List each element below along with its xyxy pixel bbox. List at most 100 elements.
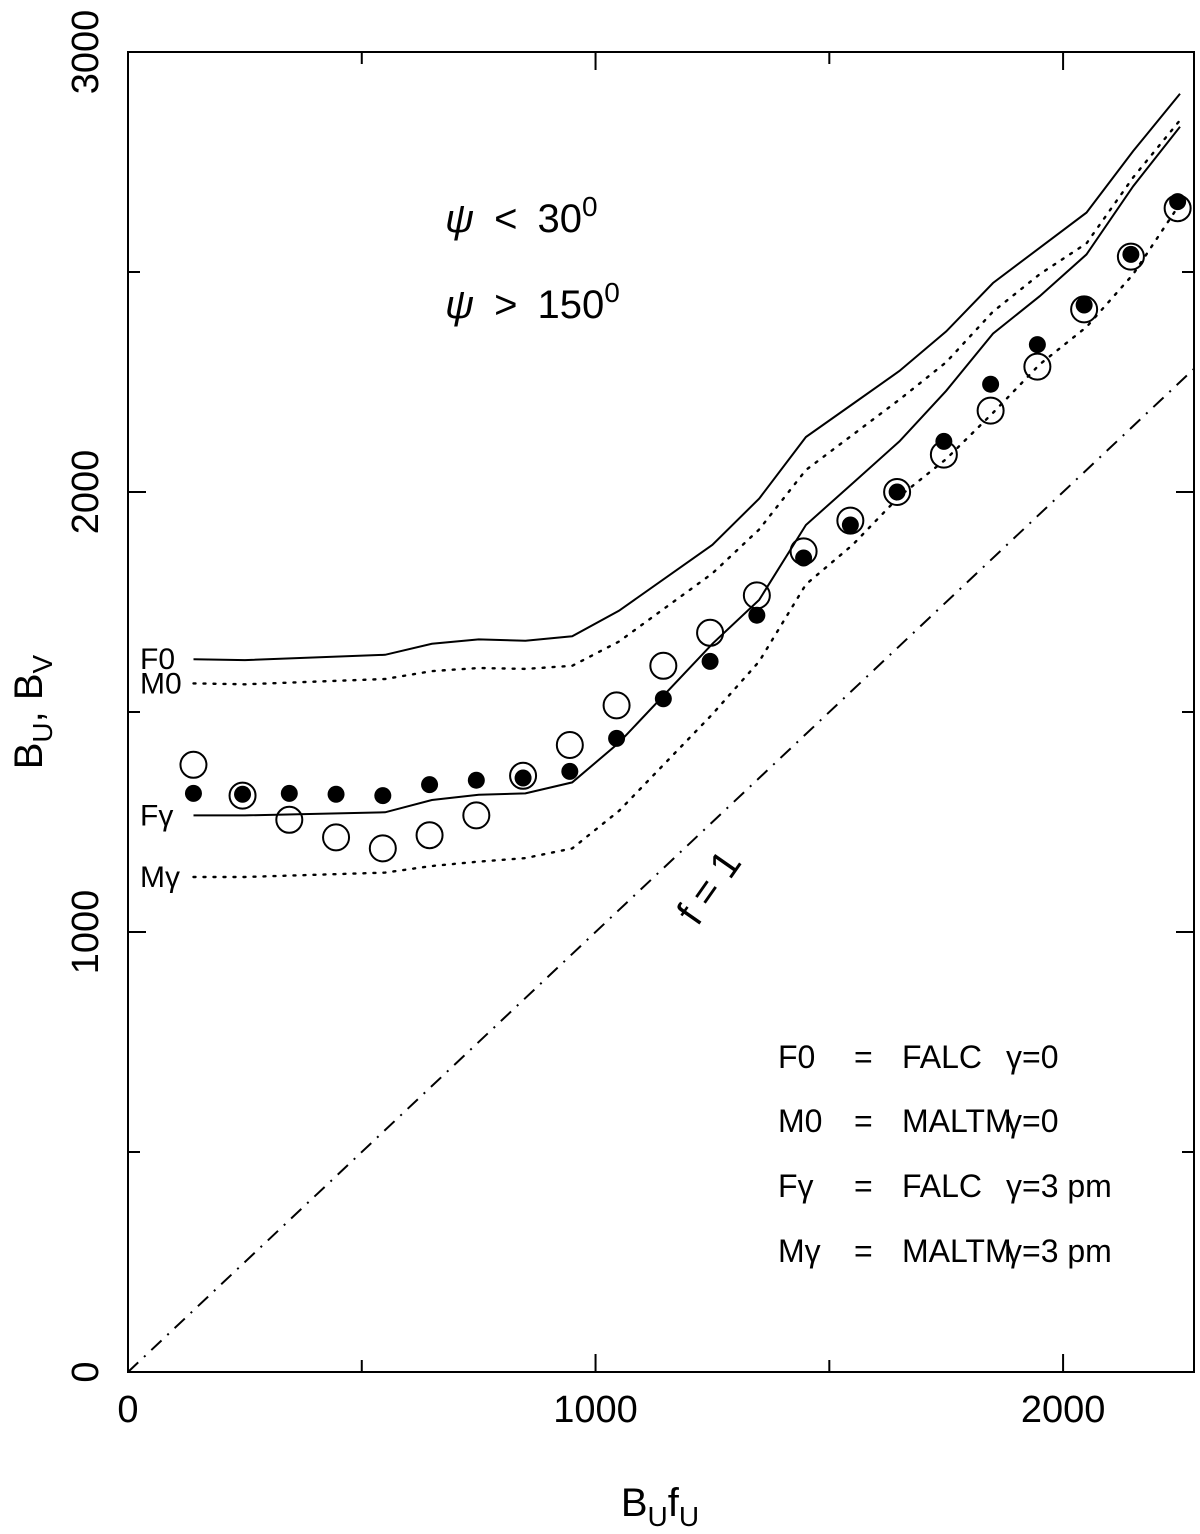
filled-point (234, 785, 252, 803)
series-layer (127, 93, 1195, 1373)
filled-point (561, 762, 579, 780)
legend-name: MALTM (902, 1103, 1012, 1139)
open-point (275, 805, 304, 834)
y-tick-label: 3000 (65, 10, 107, 95)
legend-row: M0 = MALTM γ=0 (778, 1103, 1058, 1139)
psi-annotation-2: ψ >1500 (445, 277, 620, 327)
legend-gamma: γ=0 (1006, 1039, 1058, 1075)
legend-gamma: γ=3 pm (1006, 1168, 1112, 1204)
x-axis-title-sub1: U (648, 1501, 668, 1532)
psi-annotation-1: ψ <300 (445, 191, 598, 241)
legend-key: Fγ (778, 1168, 814, 1204)
open-point (462, 801, 491, 830)
legend-name: FALC (902, 1039, 982, 1075)
open-point (649, 651, 678, 680)
open-point (228, 781, 257, 810)
legend-key: Mγ (778, 1233, 821, 1269)
psi-symbol-1: ψ (445, 197, 474, 241)
filled-point (421, 776, 439, 794)
open-point (368, 834, 397, 863)
filled-point (795, 549, 813, 567)
filled-point (514, 769, 532, 787)
open-point (1163, 194, 1192, 223)
open-point (789, 537, 818, 566)
filled-point (280, 784, 298, 802)
psi-value-2: 150 (537, 283, 604, 327)
open-point (883, 478, 912, 506)
open-point (179, 750, 208, 779)
filled-point (748, 606, 766, 624)
filled-point (1075, 296, 1093, 314)
psi-symbol-2: ψ (445, 283, 474, 327)
y-tick-label: 1000 (65, 890, 107, 975)
x-tick-label: 0 (117, 1389, 138, 1431)
legend-key: F0 (778, 1039, 815, 1075)
x-tick-label: 1000 (553, 1389, 638, 1431)
legend-name: FALC (902, 1168, 982, 1204)
filled-point (888, 483, 906, 501)
legend-gamma: γ=0 (1006, 1103, 1058, 1139)
filled-point (841, 516, 859, 534)
open-point (836, 506, 865, 535)
x-axis-title: BUfU (621, 1481, 699, 1532)
series-line-m0 (192, 118, 1182, 686)
filled-point (608, 729, 626, 747)
filled-point (467, 771, 485, 789)
legend-eq: = (854, 1039, 873, 1075)
series-line-f1 (127, 368, 1195, 1373)
x-axis-title-b: B (621, 1481, 648, 1525)
y-axis-title-b2: , B (7, 673, 51, 722)
y-axis-title-sub2: V (27, 654, 58, 673)
legend-row: F0 = FALC γ=0 (778, 1039, 1058, 1075)
open-point (415, 821, 444, 850)
psi-sup-2: 0 (604, 277, 620, 308)
open-point (696, 618, 725, 647)
legend-eq: = (854, 1168, 873, 1204)
legend-eq: = (854, 1233, 873, 1269)
legend-name: MALTM (902, 1233, 1012, 1269)
filled-point (982, 375, 1000, 393)
open-point (929, 440, 958, 469)
points-layer (179, 193, 1192, 863)
y-tick-label: 0 (65, 1361, 107, 1382)
curve-label: F0 (140, 643, 175, 676)
y-axis-title: BU, BV (7, 654, 58, 769)
filled-point (1122, 245, 1140, 263)
series-line-f (193, 126, 1181, 817)
open-point (509, 761, 538, 790)
curve-label: Mγ (140, 861, 180, 894)
filled-point (654, 690, 672, 708)
filled-point (1169, 193, 1187, 211)
filled-point (701, 652, 719, 670)
curve-label: Fγ (140, 799, 173, 832)
open-point (1023, 352, 1052, 381)
open-point (555, 731, 584, 759)
x-tick-label: 2000 (1021, 1389, 1106, 1431)
legend: F0 = FALC γ=0 M0 = MALTM γ=0 Fγ = FALC γ… (778, 1039, 1112, 1269)
series-line-m (192, 202, 1182, 879)
filled-point (374, 787, 392, 805)
y-axis-title-b1: B (7, 743, 51, 770)
legend-eq: = (854, 1103, 873, 1139)
x-axis-title-f: f (668, 1481, 680, 1525)
psi-relation-1: < (494, 197, 517, 241)
series-line-f0 (193, 93, 1181, 662)
y-tick-label: 2000 (65, 450, 107, 535)
y-axis-title-sub1: U (27, 722, 58, 742)
psi-sup-1: 0 (582, 191, 598, 222)
psi-value-1: 30 (537, 197, 582, 241)
filled-point (1028, 336, 1046, 354)
open-point (742, 581, 771, 610)
axis-ticks (127, 51, 1194, 1373)
legend-gamma: γ=3 pm (1006, 1233, 1112, 1269)
open-point (976, 396, 1005, 425)
open-point (322, 823, 351, 852)
x-axis-title-sub2: U (679, 1501, 699, 1532)
legend-key: M0 (778, 1103, 822, 1139)
curve-label: M0 (140, 667, 182, 700)
open-point (1116, 242, 1145, 271)
open-point (602, 691, 631, 720)
